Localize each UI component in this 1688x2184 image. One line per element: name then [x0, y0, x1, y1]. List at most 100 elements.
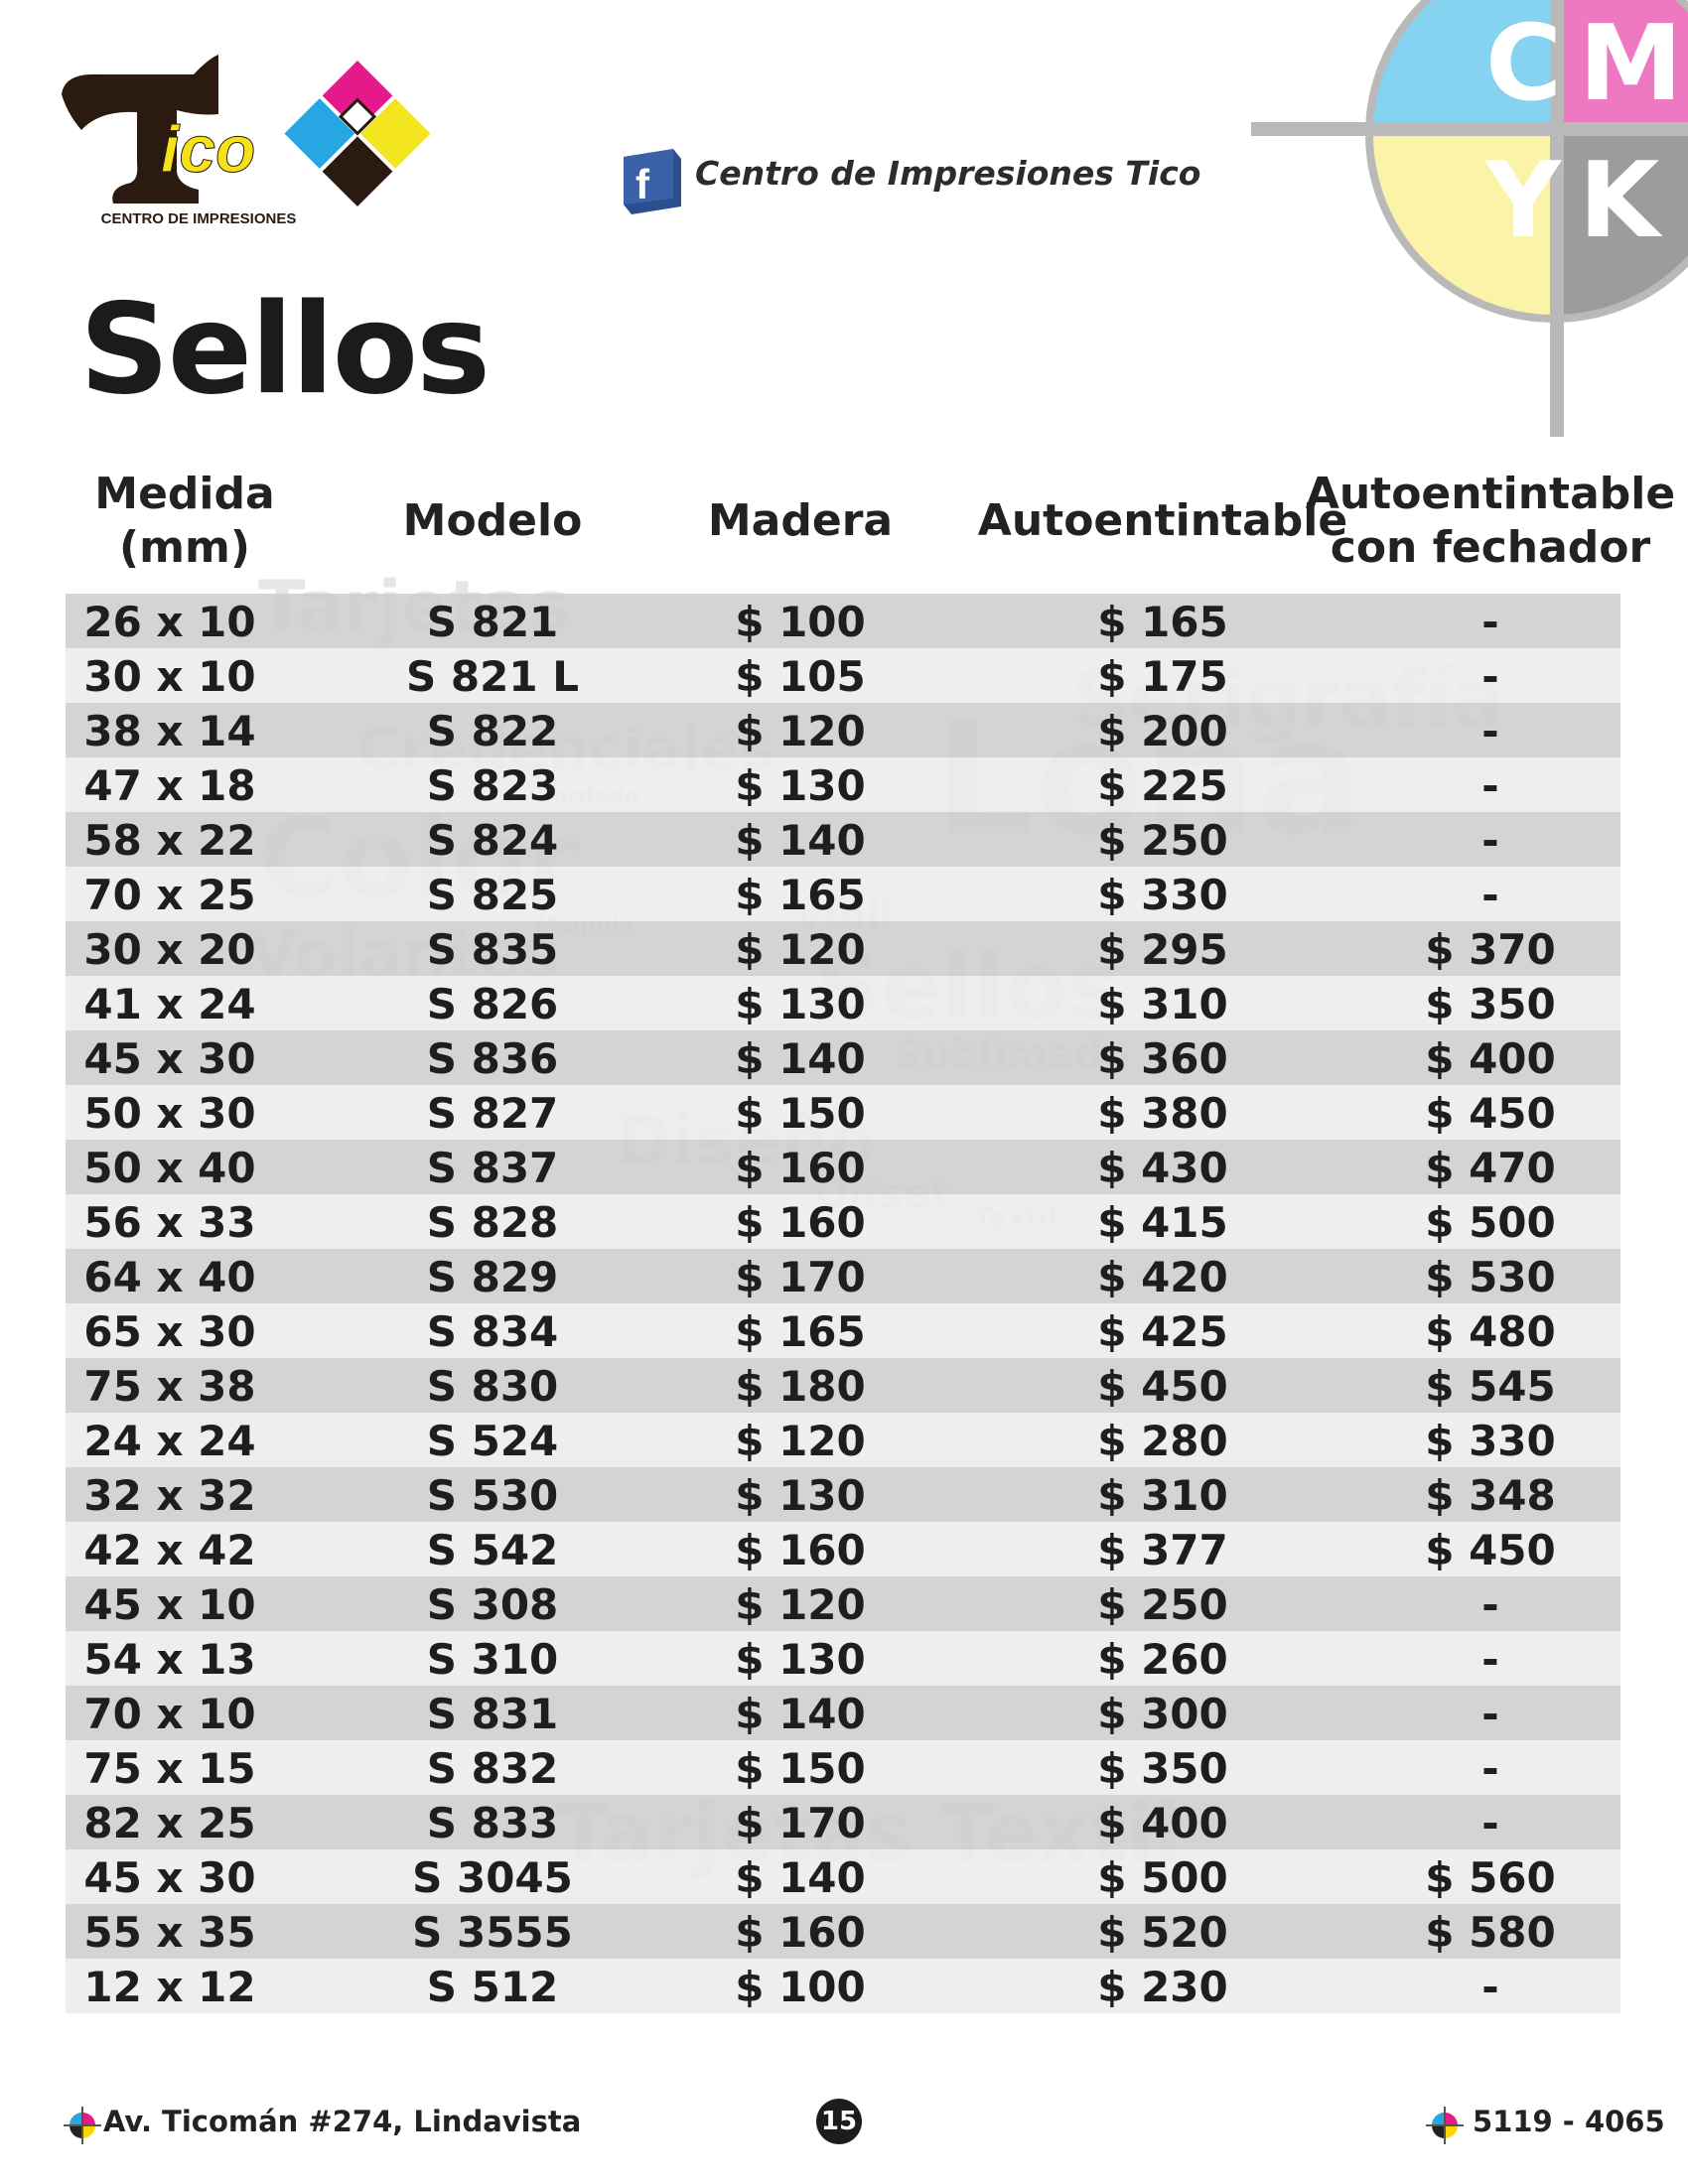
cmyk-letter-y: Y [1483, 140, 1563, 261]
table-row: 42 x 42 S 542 $ 160 $ 377 $ 450 [66, 1522, 1620, 1576]
page-number: 15 [816, 2099, 862, 2144]
cell-autoentintable: $ 280 [1097, 1417, 1228, 1465]
cell-medida: 41 x 24 [83, 980, 256, 1028]
table-row: 30 x 20 S 835 $ 120 $ 295 $ 370 [66, 921, 1620, 976]
facebook-icon[interactable]: f [616, 147, 685, 214]
cell-madera: $ 130 [735, 1471, 866, 1520]
cell-fechador: - [1481, 761, 1499, 810]
cell-madera: $ 100 [735, 598, 866, 646]
header-modelo: Modelo [402, 495, 583, 546]
cell-autoentintable: $ 300 [1097, 1690, 1228, 1738]
cell-medida: 26 x 10 [83, 598, 256, 646]
cell-fechador: $ 580 [1425, 1908, 1556, 1957]
table-row: 45 x 30 S 3045 $ 140 $ 500 $ 560 [66, 1849, 1620, 1904]
cell-fechador: $ 530 [1425, 1253, 1556, 1301]
table-row: 30 x 10 S 821 L $ 105 $ 175 - [66, 648, 1620, 703]
cell-autoentintable: $ 250 [1097, 1580, 1228, 1629]
cell-medida: 45 x 10 [83, 1580, 256, 1629]
table-row: 45 x 30 S 836 $ 140 $ 360 $ 400 [66, 1030, 1620, 1085]
cell-autoentintable: $ 415 [1097, 1198, 1228, 1247]
cell-madera: $ 130 [735, 1635, 866, 1684]
svg-text:f: f [635, 161, 650, 207]
cell-medida: 70 x 10 [83, 1690, 256, 1738]
cell-autoentintable: $ 450 [1097, 1362, 1228, 1411]
cell-medida: 12 x 12 [83, 1963, 256, 2011]
cell-madera: $ 120 [735, 1580, 866, 1629]
cell-modelo: S 3045 [412, 1853, 573, 1902]
table-row: 26 x 10 S 821 $ 100 $ 165 - [66, 594, 1620, 648]
table-row: 82 x 25 S 833 $ 170 $ 400 - [66, 1795, 1620, 1849]
cell-modelo: S 308 [426, 1580, 559, 1629]
cell-fechador: $ 545 [1425, 1362, 1556, 1411]
table-row: 50 x 40 S 837 $ 160 $ 430 $ 470 [66, 1140, 1620, 1194]
cell-madera: $ 170 [735, 1253, 866, 1301]
table-row: 75 x 38 S 830 $ 180 $ 450 $ 545 [66, 1358, 1620, 1413]
cell-autoentintable: $ 350 [1097, 1744, 1228, 1793]
table-row: 65 x 30 S 834 $ 165 $ 425 $ 480 [66, 1303, 1620, 1358]
cell-madera: $ 120 [735, 1417, 866, 1465]
cell-fechador: $ 470 [1425, 1144, 1556, 1192]
cell-fechador: $ 400 [1425, 1034, 1556, 1083]
cell-autoentintable: $ 225 [1097, 761, 1228, 810]
cell-fechador: $ 500 [1425, 1198, 1556, 1247]
cell-madera: $ 105 [735, 652, 866, 701]
cell-medida: 58 x 22 [83, 816, 256, 865]
cell-modelo: S 524 [426, 1417, 559, 1465]
cell-autoentintable: $ 500 [1097, 1853, 1228, 1902]
cell-modelo: S 3555 [412, 1908, 573, 1957]
cell-fechador: $ 370 [1425, 925, 1556, 974]
cell-modelo: S 828 [426, 1198, 559, 1247]
cell-autoentintable: $ 310 [1097, 980, 1228, 1028]
cell-medida: 54 x 13 [83, 1635, 256, 1684]
cell-fechador: $ 350 [1425, 980, 1556, 1028]
cell-madera: $ 160 [735, 1144, 866, 1192]
cell-medida: 45 x 30 [83, 1853, 256, 1902]
table-header: Medida (mm) Modelo Madera Autoentintable … [66, 452, 1675, 591]
cell-autoentintable: $ 380 [1097, 1089, 1228, 1138]
table-row: 32 x 32 S 530 $ 130 $ 310 $ 348 [66, 1467, 1620, 1522]
cell-autoentintable: $ 520 [1097, 1908, 1228, 1957]
cell-madera: $ 100 [735, 1963, 866, 2011]
cell-medida: 30 x 10 [83, 652, 256, 701]
footer-address: Av. Ticomán #274, Lindavista [103, 2105, 582, 2138]
page-title: Sellos [79, 276, 491, 422]
cell-autoentintable: $ 420 [1097, 1253, 1228, 1301]
cell-medida: 75 x 38 [83, 1362, 256, 1411]
cell-medida: 38 x 14 [83, 707, 256, 755]
footer-phone: 5119 - 4065 [1473, 2105, 1665, 2138]
cell-madera: $ 130 [735, 761, 866, 810]
facebook-page-name[interactable]: Centro de Impresiones Tico [695, 154, 1201, 193]
header-madera: Madera [707, 495, 894, 546]
cell-modelo: S 835 [426, 925, 559, 974]
cell-autoentintable: $ 175 [1097, 652, 1228, 701]
table-row: 58 x 22 S 824 $ 140 $ 250 - [66, 812, 1620, 867]
cell-modelo: S 825 [426, 871, 559, 919]
cell-madera: $ 140 [735, 1690, 866, 1738]
cmyk-emblem: C M Y K [1251, 0, 1688, 437]
cell-madera: $ 165 [735, 871, 866, 919]
cell-modelo: S 832 [426, 1744, 559, 1793]
cell-autoentintable: $ 165 [1097, 598, 1228, 646]
table-row: 70 x 10 S 831 $ 140 $ 300 - [66, 1686, 1620, 1740]
cell-madera: $ 140 [735, 1034, 866, 1083]
table-row: 55 x 35 S 3555 $ 160 $ 520 $ 580 [66, 1904, 1620, 1959]
cell-modelo: S 821 [426, 598, 559, 646]
logo-tagline: CENTRO DE IMPRESIONES [101, 210, 297, 227]
table-row: 24 x 24 S 524 $ 120 $ 280 $ 330 [66, 1413, 1620, 1467]
table-row: 64 x 40 S 829 $ 170 $ 420 $ 530 [66, 1249, 1620, 1303]
crosshair-icon [64, 2107, 101, 2144]
cell-modelo: S 823 [426, 761, 559, 810]
footer: Av. Ticomán #274, Lindavista 15 5119 - 4… [0, 2095, 1688, 2154]
cell-autoentintable: $ 330 [1097, 871, 1228, 919]
cmyk-letter-m: M [1579, 3, 1683, 124]
cell-autoentintable: $ 430 [1097, 1144, 1228, 1192]
cell-modelo: S 830 [426, 1362, 559, 1411]
cell-autoentintable: $ 377 [1097, 1526, 1228, 1574]
cell-fechador: - [1481, 816, 1499, 865]
price-table: 26 x 10 S 821 $ 100 $ 165 - 30 x 10 S 821 L $ 1… [66, 594, 1620, 2013]
table-row: 41 x 24 S 826 $ 130 $ 310 $ 350 [66, 976, 1620, 1030]
cell-modelo: S 824 [426, 816, 559, 865]
cell-modelo: S 530 [426, 1471, 559, 1520]
cell-fechador: $ 560 [1425, 1853, 1556, 1902]
cell-autoentintable: $ 360 [1097, 1034, 1228, 1083]
